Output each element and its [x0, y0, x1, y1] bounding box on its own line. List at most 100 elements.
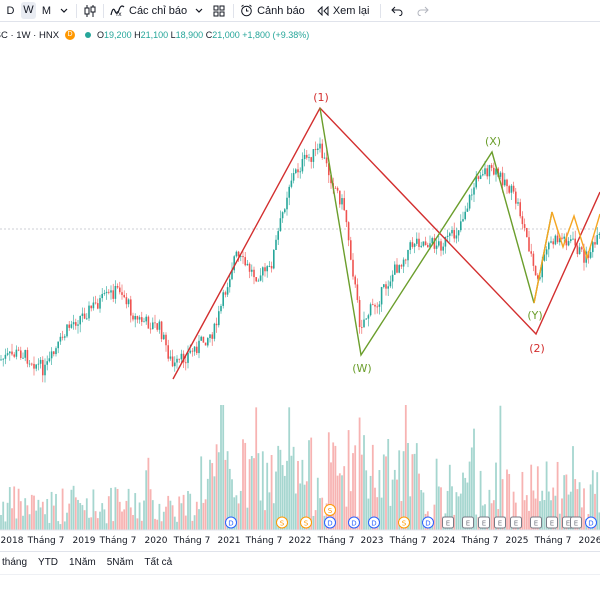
candle-body	[385, 284, 387, 289]
dividend-badge[interactable]: D	[65, 30, 76, 40]
volume-bar	[8, 487, 11, 530]
volume-bar	[231, 479, 233, 530]
redo-icon[interactable]	[417, 6, 429, 16]
candle-body	[583, 249, 585, 263]
range-month[interactable]: tháng	[2, 557, 28, 568]
range-selector: tháng YTD 1Năm 5Năm Tất cả	[0, 551, 600, 573]
candle-body	[244, 257, 246, 266]
volume-bar	[349, 491, 352, 530]
candle-body	[543, 254, 546, 261]
volume-bar	[248, 459, 251, 530]
candle-body	[134, 316, 136, 320]
volume-bar	[198, 509, 200, 530]
bottom-panel	[0, 574, 600, 600]
volume-bar	[37, 499, 40, 530]
candle-body	[13, 354, 15, 357]
range-1y[interactable]: 1Năm	[69, 557, 96, 568]
candle-body	[431, 238, 433, 244]
candle-body	[149, 328, 152, 330]
earnings-marker[interactable]: E	[442, 516, 454, 529]
volume-bar	[257, 453, 260, 530]
volume-bar	[107, 496, 110, 530]
elliott-wave-lines[interactable]	[172, 106, 600, 380]
dividend-marker[interactable]: D	[368, 516, 380, 529]
dividend-marker[interactable]: D	[348, 516, 360, 529]
candle-body	[471, 194, 473, 196]
candle-body	[42, 359, 44, 376]
range-all[interactable]: Tất cả	[144, 557, 173, 568]
split-marker[interactable]: S	[398, 516, 410, 529]
symbol-title[interactable]: ISC · 1W · HNX	[0, 29, 60, 41]
range-ytd[interactable]: YTD	[38, 557, 59, 568]
dividend-marker[interactable]: D	[585, 516, 597, 529]
undo-icon[interactable]	[390, 6, 403, 16]
volume-bar	[466, 482, 469, 530]
layout-grid-icon[interactable]	[213, 5, 225, 17]
candle-body	[374, 304, 376, 307]
volume-bar	[33, 495, 35, 530]
range-5y[interactable]: 5Năm	[106, 557, 134, 568]
dividend-marker[interactable]: D	[422, 516, 434, 529]
open-value: 19,200	[104, 30, 132, 40]
candle-body	[317, 148, 319, 151]
split-marker[interactable]: S	[324, 504, 336, 516]
volume-bar	[59, 524, 62, 530]
time-axis-label: Tháng 7	[27, 536, 65, 546]
candle-body	[376, 306, 378, 308]
volume-bar	[569, 491, 572, 530]
alerts-button[interactable]: Cảnh báo	[240, 4, 305, 17]
split-marker[interactable]: S	[300, 516, 312, 529]
replay-button[interactable]: Xem lại	[317, 5, 370, 17]
split-marker[interactable]: S	[276, 516, 288, 529]
price-chart[interactable]: (1) (2) (X) (W) (Y) D S S D D D S D E E E E E E E E E DS …	[0, 45, 600, 550]
earnings-marker[interactable]: E	[570, 516, 582, 529]
timeframe-w[interactable]: W	[21, 2, 36, 19]
candle-body	[237, 251, 240, 257]
candle-body	[394, 264, 396, 275]
earnings-marker[interactable]: E	[462, 516, 474, 529]
volume-bar	[292, 446, 295, 530]
volume-bar	[578, 482, 581, 530]
earnings-marker[interactable]: E	[478, 516, 490, 529]
event-markers[interactable]: D S S D D D S D E E E E E E E E E DS	[225, 504, 597, 529]
earnings-marker[interactable]: E	[546, 516, 558, 529]
indicators-button[interactable]: fx Các chỉ báo	[110, 5, 187, 17]
volume-bar	[178, 496, 181, 530]
svg-text:D: D	[327, 520, 332, 528]
candle-body	[506, 179, 508, 187]
chevron-down-icon[interactable]	[195, 8, 203, 14]
candle-body	[167, 345, 169, 359]
chevron-down-icon[interactable]	[60, 8, 68, 14]
volume-bar	[222, 405, 225, 530]
volume-bar	[589, 484, 592, 530]
candle-body	[534, 265, 537, 276]
sub-wave-line[interactable]	[533, 211, 600, 304]
candle-body	[257, 280, 260, 282]
dividend-marker[interactable]: D	[225, 516, 237, 529]
candle-body	[545, 249, 548, 255]
time-axis-label: Tháng 7	[534, 536, 572, 546]
candlestick-chart-icon[interactable]	[83, 4, 97, 18]
candle-body	[251, 269, 253, 272]
volume-bar	[268, 492, 271, 530]
impulse-wave-line[interactable]	[172, 106, 600, 380]
volume-bar	[195, 501, 198, 530]
volume-bar	[255, 407, 258, 530]
volume-bar	[514, 502, 517, 530]
dividend-marker[interactable]: D	[324, 516, 336, 529]
volume-bar	[213, 476, 216, 530]
earnings-marker[interactable]: E	[530, 516, 542, 529]
earnings-marker[interactable]: E	[510, 516, 522, 529]
candle-body	[226, 287, 229, 295]
earnings-marker[interactable]: E	[494, 516, 506, 529]
candle-body	[185, 362, 187, 364]
candle-body	[484, 168, 486, 175]
timeframe-m[interactable]: M	[41, 4, 52, 17]
time-axis-label: 2023	[361, 536, 384, 546]
volume-bar	[70, 489, 73, 530]
time-axis-label: 2018	[1, 536, 24, 546]
timeframe-d[interactable]: D	[6, 4, 15, 17]
candle-body	[97, 303, 99, 309]
volume-bar	[224, 459, 227, 530]
candle-body	[462, 219, 464, 222]
